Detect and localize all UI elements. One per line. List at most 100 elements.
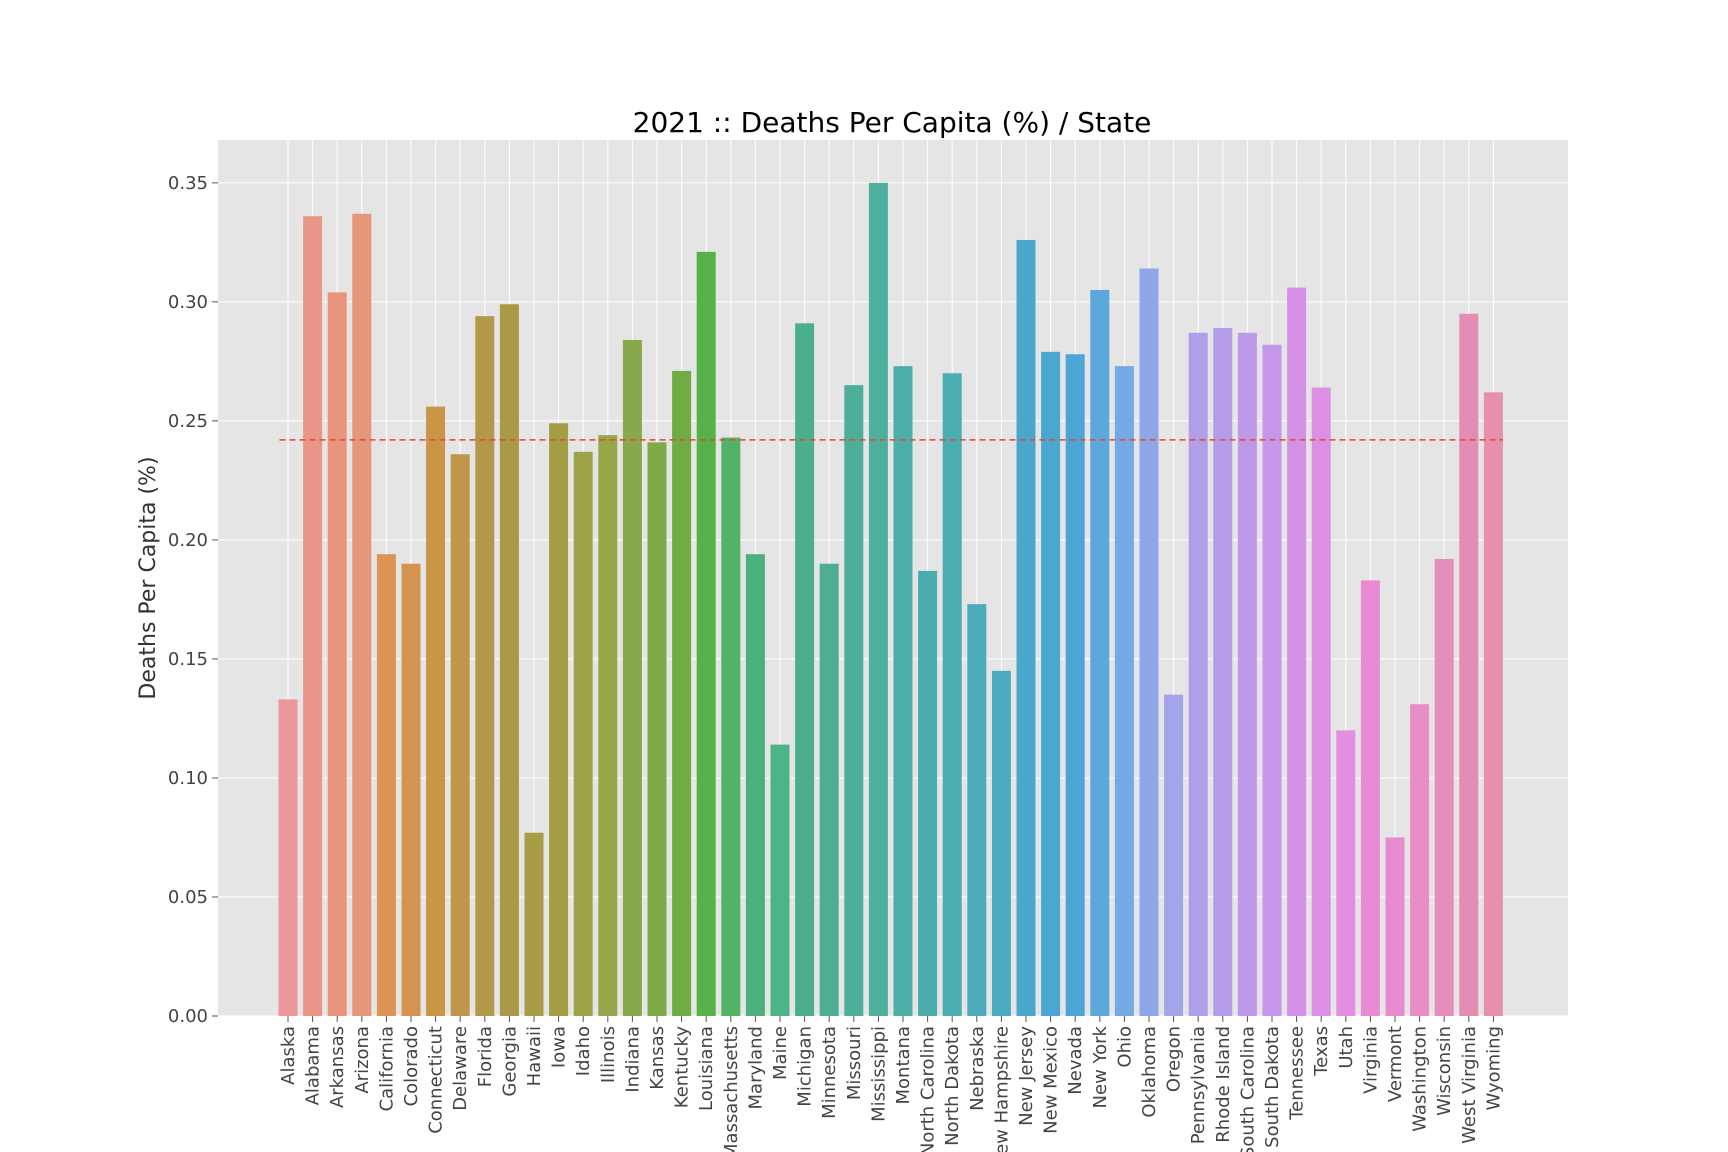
bar [893, 366, 913, 1016]
bar [696, 251, 716, 1016]
bar [376, 554, 396, 1016]
x-tick-label: Massachusetts [721, 1026, 742, 1152]
y-ticks: 0.00 0.05 0.10 0.15 0.20 0.25 0.30 0.35 [168, 173, 218, 1027]
bar [1016, 239, 1036, 1016]
bar [795, 323, 815, 1017]
x-tick-label: Georgia [499, 1026, 520, 1097]
bar [475, 316, 495, 1016]
y-tick-label: 0.00 [168, 1006, 208, 1027]
bar [942, 373, 962, 1017]
x-tick-label: Tennessee [1287, 1026, 1308, 1121]
bar [1262, 344, 1282, 1016]
x-tick-label: Ohio [1114, 1026, 1135, 1068]
x-tick-label: South Carolina [1237, 1026, 1258, 1152]
x-tick-label: Rhode Island [1213, 1026, 1234, 1143]
bar [499, 304, 519, 1016]
x-tick-label: Alabama [303, 1026, 324, 1105]
x-tick-label: Texas [1311, 1026, 1332, 1077]
bar [1090, 289, 1110, 1016]
x-tick-label: New Jersey [1016, 1026, 1037, 1126]
x-tick-label: Oklahoma [1139, 1026, 1160, 1118]
x-tick-label: Minnesota [819, 1026, 840, 1119]
bar [868, 182, 888, 1016]
x-tick-label: Indiana [622, 1026, 643, 1093]
bar [549, 423, 569, 1016]
x-tick-label: Nevada [1065, 1026, 1086, 1095]
bar [844, 385, 864, 1016]
bar [303, 216, 323, 1016]
bar [721, 437, 741, 1017]
x-tick-label: Colorado [401, 1026, 422, 1106]
bar [401, 563, 421, 1016]
bar [598, 435, 618, 1016]
x-tick-label: South Dakota [1262, 1026, 1283, 1148]
bar [1385, 837, 1405, 1016]
x-ticks: Alaska Alabama Arkansas Arizona California Co… [278, 1016, 1504, 1152]
bar [1065, 354, 1085, 1016]
x-tick-label: Idaho [573, 1026, 594, 1076]
x-tick-label: Illinois [598, 1026, 619, 1083]
x-tick-label: Iowa [549, 1026, 570, 1068]
bar [278, 699, 298, 1016]
x-tick-label: Alaska [278, 1026, 299, 1085]
x-tick-label: Kentucky [672, 1026, 693, 1109]
bar [1336, 730, 1356, 1016]
bar [1410, 704, 1430, 1016]
x-tick-label: New Mexico [1041, 1026, 1062, 1134]
x-tick-label: Wyoming [1483, 1026, 1504, 1111]
bar [450, 454, 470, 1016]
bars-layer [278, 182, 1503, 1017]
y-tick-label: 0.35 [168, 173, 208, 194]
bar [1459, 313, 1479, 1016]
bar [1114, 366, 1134, 1016]
bar [1188, 332, 1208, 1017]
x-tick-label: North Carolina [918, 1026, 939, 1152]
bar [770, 744, 790, 1016]
x-tick-label: Maryland [745, 1026, 766, 1109]
bar [1139, 268, 1159, 1017]
bar [1360, 580, 1380, 1016]
x-tick-label: Virginia [1360, 1026, 1381, 1094]
x-tick-label: North Dakota [942, 1026, 963, 1146]
x-tick-label: West Virginia [1459, 1026, 1480, 1144]
x-tick-label: California [376, 1026, 397, 1111]
x-tick-label: Hawaii [524, 1026, 545, 1086]
x-tick-label: Kansas [647, 1026, 668, 1090]
x-tick-label: Utah [1336, 1026, 1357, 1069]
bar [573, 451, 593, 1017]
bar [426, 406, 446, 1016]
x-tick-label: Connecticut [426, 1026, 447, 1134]
bar [745, 554, 765, 1016]
bar [1041, 351, 1061, 1016]
bar [819, 563, 839, 1016]
y-tick-label: 0.10 [168, 768, 208, 789]
bar [1483, 392, 1503, 1017]
x-tick-label: Montana [893, 1026, 914, 1104]
bar [1213, 328, 1233, 1017]
bar [1164, 694, 1184, 1016]
bar [967, 604, 987, 1016]
x-tick-label: Delaware [450, 1026, 471, 1111]
x-tick-label: Oregon [1164, 1026, 1185, 1092]
x-tick-label: Vermont [1385, 1026, 1406, 1102]
x-tick-label: Arizona [352, 1026, 373, 1094]
bar [352, 213, 372, 1017]
bar [672, 370, 692, 1016]
bar [991, 670, 1011, 1016]
bar [524, 832, 544, 1016]
bar [1311, 387, 1331, 1017]
y-tick-label: 0.25 [168, 411, 208, 432]
x-tick-label: Wisconsin [1434, 1026, 1455, 1116]
chart-title: 2021 :: Deaths Per Capita (%) / State [633, 106, 1152, 139]
x-tick-label: Pennsylvania [1188, 1026, 1209, 1144]
y-tick-label: 0.20 [168, 530, 208, 551]
bar [647, 442, 667, 1017]
x-tick-label: Missouri [844, 1026, 865, 1100]
bar [918, 570, 938, 1016]
x-tick-label: Washington [1410, 1026, 1431, 1132]
bar [1287, 287, 1307, 1017]
bar [1434, 558, 1454, 1016]
x-tick-label: Nebraska [967, 1026, 988, 1111]
bar [327, 292, 347, 1016]
